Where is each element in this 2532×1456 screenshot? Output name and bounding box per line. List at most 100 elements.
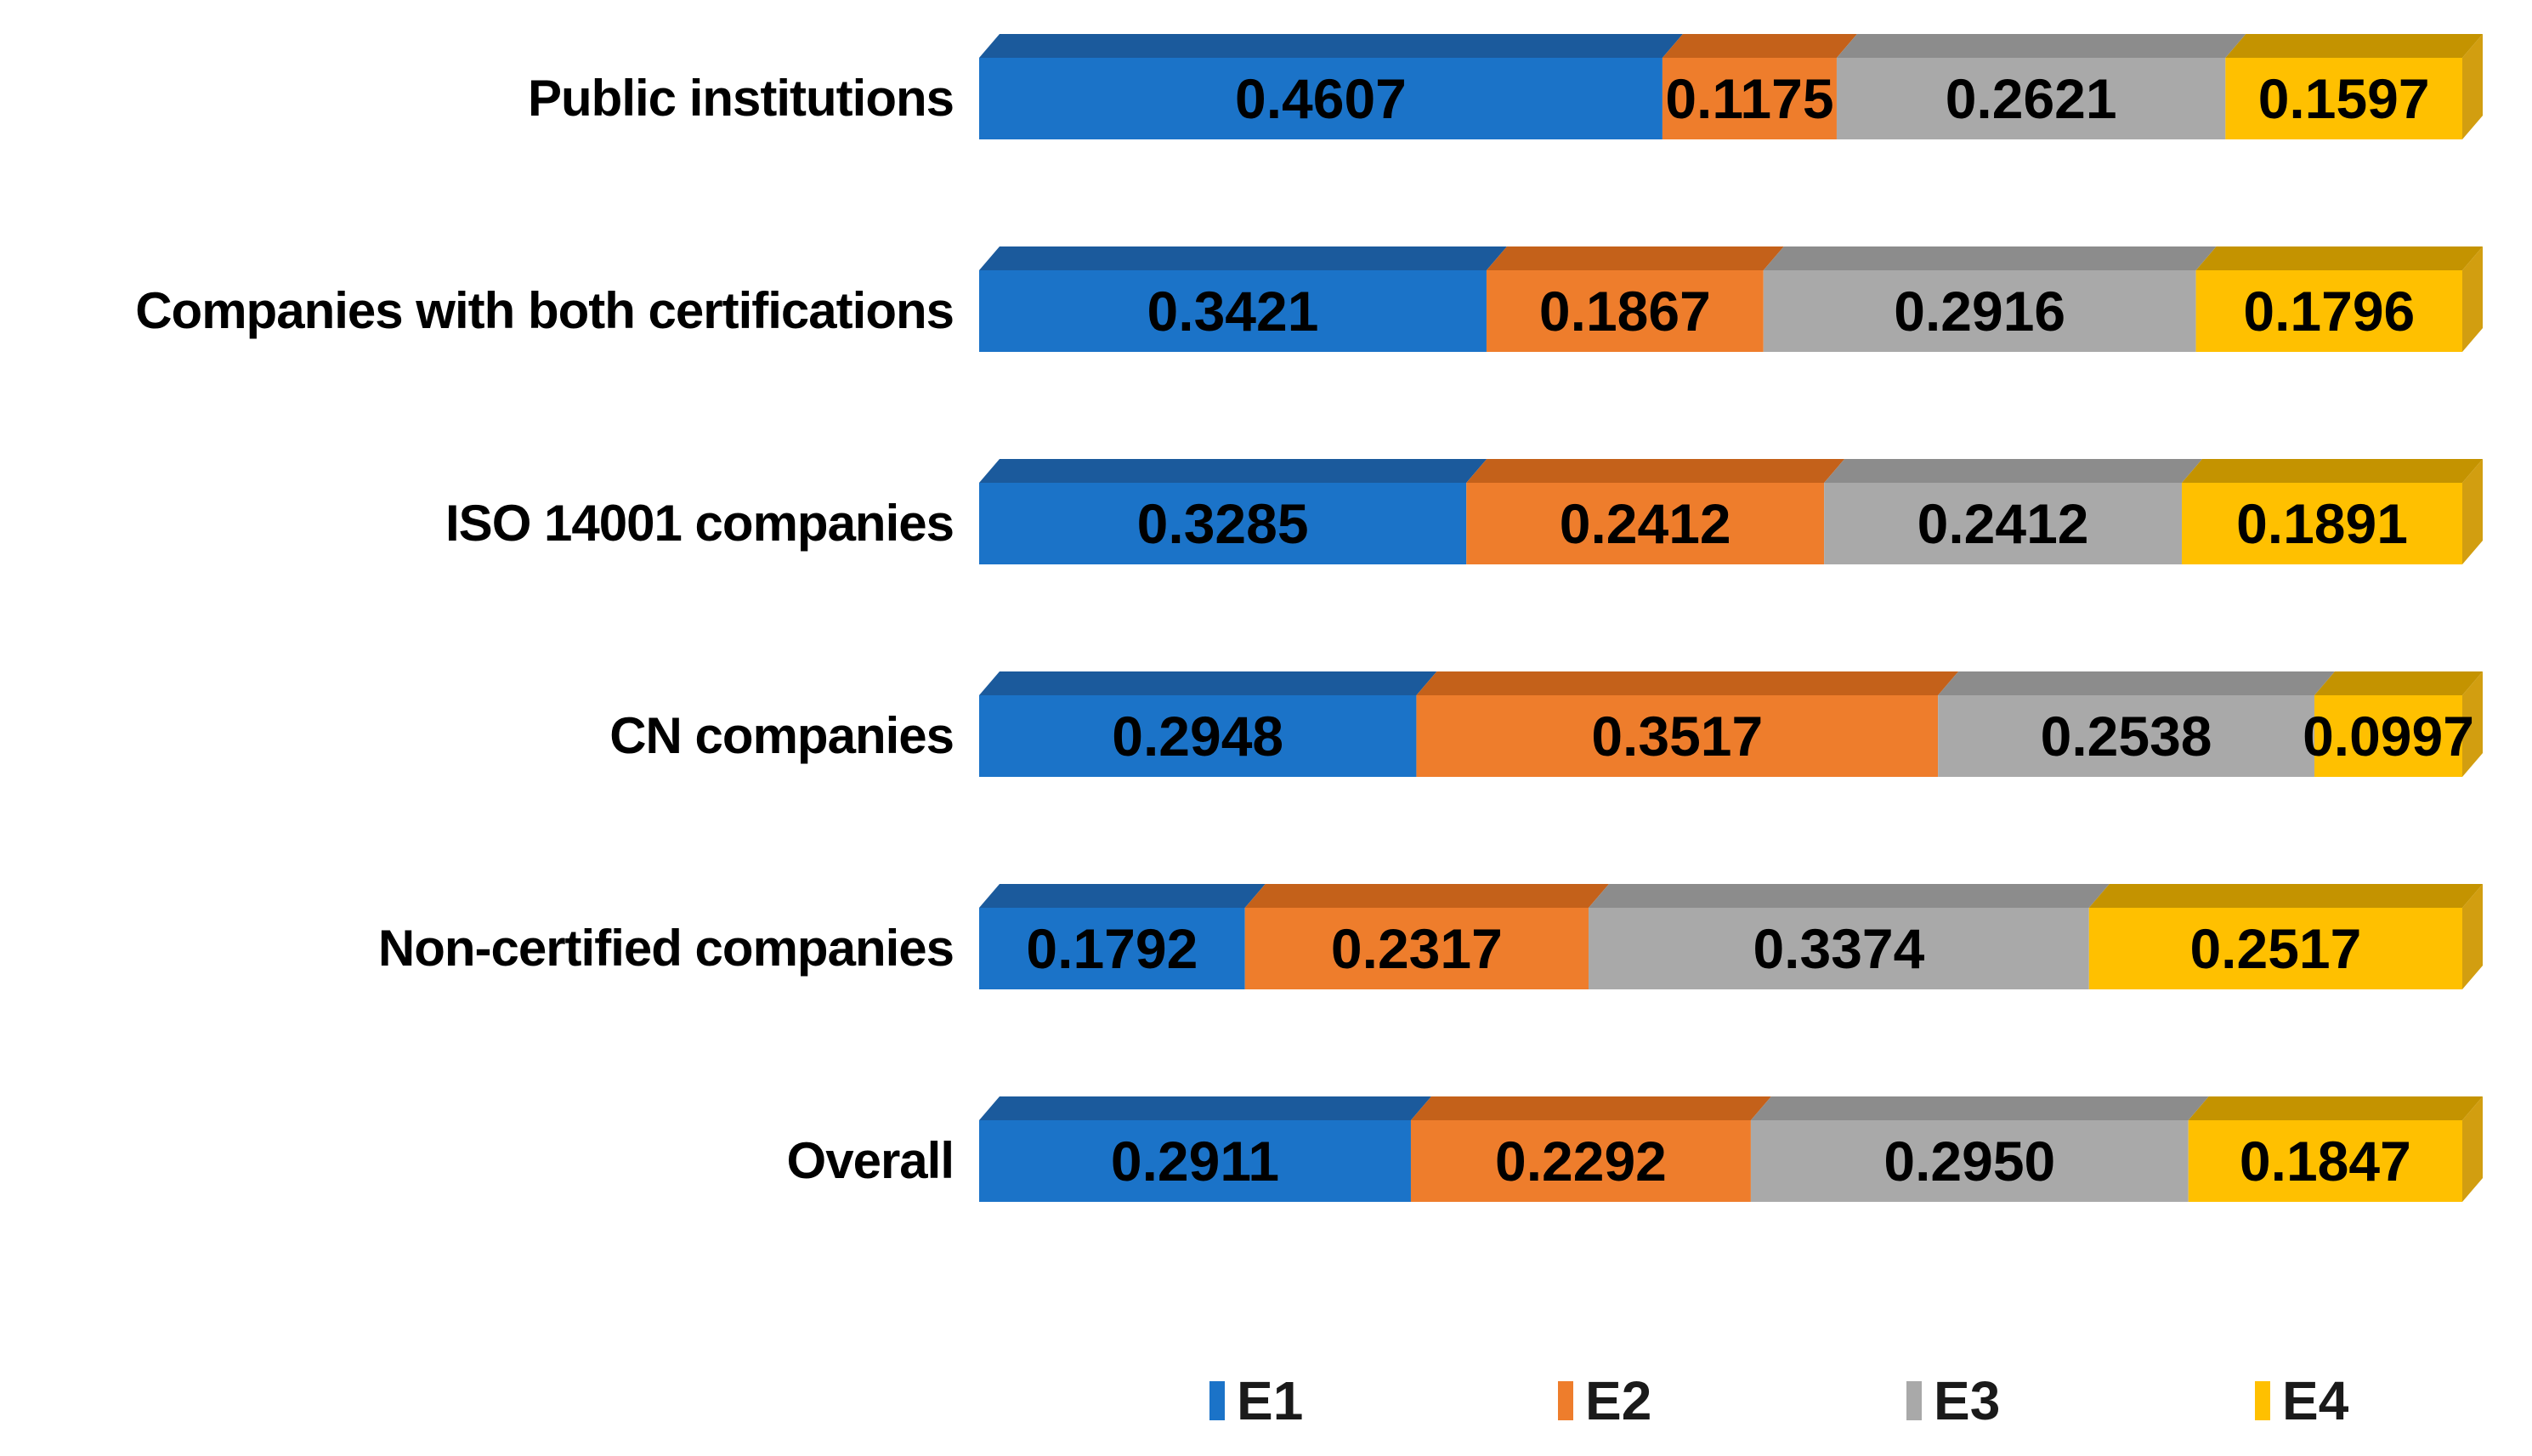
legend-swatch-e4 — [2255, 1381, 2270, 1420]
e1-segment — [979, 58, 1663, 139]
e1-segment — [979, 1120, 1411, 1202]
segment-value-label: 0.2911 — [1111, 1130, 1279, 1193]
e3-segment — [1938, 695, 2315, 777]
e3-segment — [1836, 58, 2226, 139]
category-label: Companies with both certifications — [135, 282, 954, 339]
legend-swatch-e3 — [1906, 1381, 1922, 1420]
bar-row-2: 0.3421 0.1867 0.2916 0.1796 — [979, 246, 2483, 352]
e3-top-face — [1589, 884, 2110, 908]
legend-swatch-e1 — [1209, 1381, 1225, 1420]
e4-segment — [2182, 483, 2462, 564]
e1-top-face — [979, 884, 1266, 908]
e3-top-face — [1750, 1096, 2209, 1120]
segment-value-label: 0.2538 — [2041, 705, 2212, 768]
segment-value-label: 0.2621 — [1946, 67, 2117, 130]
e2-segment — [1486, 270, 1764, 352]
bar-row-3: 0.3285 0.2412 0.2412 0.1891 — [979, 459, 2483, 564]
legend-label: E2 — [1585, 1370, 1652, 1431]
e1-segment — [979, 908, 1245, 989]
category-label: Non-certified companies — [377, 920, 954, 977]
category-label: CN companies — [609, 707, 954, 764]
legend-item-e1: E1 — [1209, 1374, 1558, 1428]
segment-value-label: 0.2292 — [1495, 1130, 1667, 1193]
segment-value-label: 0.4607 — [1235, 67, 1407, 130]
legend-item-e3: E3 — [1906, 1374, 2255, 1428]
e3-top-face — [1824, 459, 2203, 483]
e2-segment — [1466, 483, 1825, 564]
segment-value-label: 0.2948 — [1112, 705, 1283, 768]
e3-segment — [1763, 270, 2196, 352]
e1-segment — [979, 483, 1467, 564]
e4-side-face — [2462, 884, 2483, 989]
segment-value-label: 0.3285 — [1137, 492, 1309, 555]
bar-row-5: 0.1792 0.2317 0.3374 0.2517 — [979, 884, 2483, 989]
e3-segment — [1824, 483, 2183, 564]
e1-top-face — [979, 246, 1507, 270]
e2-segment — [1416, 695, 1939, 777]
segment-value-label: 0.2517 — [2189, 917, 2361, 980]
e4-top-face — [2195, 246, 2483, 270]
segment-value-label: 0.1891 — [2236, 492, 2408, 555]
segment-value-label: 0.3517 — [1591, 705, 1763, 768]
e2-top-face — [1410, 1096, 1771, 1120]
e3-top-face — [1836, 34, 2246, 58]
e2-top-face — [1466, 459, 1845, 483]
e4-segment — [2088, 908, 2462, 989]
e4-side-face — [2462, 459, 2483, 564]
bar-row-1: 0.4607 0.1175 0.2621 0.1597 — [979, 34, 2483, 139]
e1-top-face — [979, 34, 1683, 58]
e4-side-face — [2462, 671, 2483, 777]
e4-side-face — [2462, 246, 2483, 352]
segment-value-label: 0.1867 — [1539, 280, 1711, 343]
e3-top-face — [1938, 671, 2336, 695]
segment-value-label: 0.2317 — [1331, 917, 1503, 980]
segment-value-label: 0.2412 — [1917, 492, 2089, 555]
category-label: Overall — [786, 1132, 954, 1189]
e4-top-face — [2225, 34, 2483, 58]
e1-segment — [979, 270, 1487, 352]
segment-value-label: 0.0997 — [2303, 705, 2474, 768]
e3-top-face — [1763, 246, 2217, 270]
segment-value-label: 0.1796 — [2243, 280, 2415, 343]
e4-segment — [2188, 1120, 2462, 1202]
e4-side-face — [2462, 34, 2483, 139]
legend-label: E4 — [2282, 1370, 2349, 1431]
segment-value-label: 0.1597 — [2258, 67, 2430, 130]
segment-value-label: 0.1847 — [2240, 1130, 2411, 1193]
e4-side-face — [2462, 1096, 2483, 1202]
e4-segment — [2314, 695, 2462, 777]
e2-top-face — [1244, 884, 1610, 908]
bar-row-4: 0.2948 0.3517 0.2538 0.0997 — [979, 671, 2483, 777]
e2-segment — [1410, 1120, 1751, 1202]
segment-value-label: 0.3421 — [1147, 280, 1319, 343]
e1-segment — [979, 695, 1417, 777]
e2-segment — [1244, 908, 1589, 989]
legend-label: E3 — [1934, 1370, 2001, 1431]
e1-top-face — [979, 459, 1487, 483]
e4-top-face — [2182, 459, 2483, 483]
e2-top-face — [1662, 34, 1857, 58]
bar-row-6: 0.2911 0.2292 0.2950 0.1847 — [979, 1096, 2483, 1202]
segment-value-label: 0.3374 — [1753, 917, 1924, 980]
e2-top-face — [1416, 671, 1959, 695]
e4-top-face — [2188, 1096, 2483, 1120]
category-label: Public institutions — [528, 70, 954, 127]
e4-segment — [2195, 270, 2462, 352]
segment-value-label: 0.1175 — [1665, 67, 1833, 130]
e3-segment — [1750, 1120, 2189, 1202]
e4-segment — [2225, 58, 2462, 139]
legend-swatch-e2 — [1558, 1381, 1573, 1420]
legend-item-e4: E4 — [2255, 1374, 2532, 1428]
segment-value-label: 0.2916 — [1894, 280, 2065, 343]
segment-value-label: 0.2950 — [1883, 1130, 2055, 1193]
segment-value-label: 0.2412 — [1560, 492, 1731, 555]
category-label: ISO 14001 companies — [445, 495, 954, 552]
legend: E1 E2 E3 E4 — [1209, 1374, 2532, 1428]
legend-label: E1 — [1237, 1370, 1304, 1431]
e4-top-face — [2088, 884, 2483, 908]
e1-top-face — [979, 1096, 1431, 1120]
e4-top-face — [2314, 671, 2483, 695]
e2-top-face — [1486, 246, 1784, 270]
